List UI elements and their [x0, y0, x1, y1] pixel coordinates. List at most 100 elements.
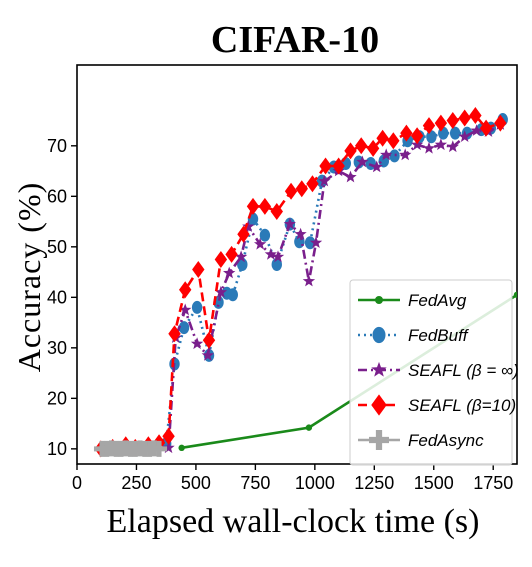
- y-axis-label: Accuracy (%): [11, 182, 47, 373]
- data-point: [469, 107, 482, 125]
- y-tick-label: 40: [47, 287, 67, 307]
- data-point: [190, 337, 204, 350]
- data-point: [162, 427, 175, 445]
- legend-label: SEAFL (β=10): [408, 396, 516, 415]
- data-point: [168, 325, 181, 343]
- data-point: [151, 440, 168, 457]
- data-point: [201, 348, 214, 361]
- data-point: [376, 129, 389, 147]
- data-point: [202, 331, 216, 349]
- data-point: [283, 217, 296, 230]
- legend-entry: FedAvg: [358, 291, 467, 310]
- legend-label: FedAsync: [408, 431, 484, 450]
- data-point: [258, 197, 272, 215]
- data-point: [214, 250, 228, 268]
- data-point: [179, 303, 192, 316]
- legend-label: FedBuff: [408, 326, 470, 345]
- legend-box: [349, 279, 513, 466]
- data-point: [237, 258, 248, 271]
- data-point: [306, 175, 319, 193]
- data-point: [284, 182, 298, 200]
- data-point: [344, 142, 357, 160]
- y-tick-label: 20: [47, 388, 67, 408]
- data-point: [449, 126, 461, 140]
- data-point: [309, 236, 323, 248]
- data-point: [237, 225, 250, 243]
- legend: FedAvg FedBuff SEAFL (β = ∞) SEAFL (β=10) Fe…: [349, 279, 519, 466]
- legend-marker: [375, 296, 383, 304]
- data-point: [178, 321, 190, 335]
- data-point: [410, 138, 424, 151]
- data-point: [332, 157, 345, 175]
- legend-marker: [372, 326, 386, 344]
- data-point: [242, 220, 255, 232]
- data-point: [246, 197, 260, 215]
- data-point: [494, 114, 507, 132]
- data-point: [305, 424, 313, 431]
- data-point: [399, 148, 412, 161]
- data-point: [344, 170, 357, 183]
- data-point: [400, 124, 413, 142]
- legend-marker: [371, 394, 387, 416]
- data-point: [355, 137, 368, 155]
- data-point: [446, 112, 459, 130]
- x-axis-label: Elapsed wall-clock time (s): [107, 503, 480, 540]
- series-seafl-10-: [94, 107, 507, 458]
- data-point: [223, 266, 236, 279]
- data-point: [458, 109, 471, 127]
- data-point: [254, 237, 267, 250]
- data-point: [264, 247, 277, 260]
- data-point: [470, 124, 483, 136]
- y-tick-label: 50: [47, 237, 67, 257]
- legend-entry: FedAsync: [358, 430, 484, 450]
- legend-entry: SEAFL (β=10): [358, 394, 516, 416]
- data-point: [387, 132, 400, 150]
- data-point: [271, 250, 285, 263]
- data-point: [192, 261, 205, 279]
- data-point: [294, 227, 307, 240]
- data-point: [259, 228, 271, 242]
- x-tick-label: 750: [240, 473, 270, 493]
- x-tick-label: 1000: [295, 473, 335, 493]
- x-tick-label: 1750: [473, 473, 513, 493]
- data-point: [179, 281, 192, 299]
- y-tick-label: 60: [47, 186, 67, 206]
- data-point: [162, 441, 175, 454]
- data-point: [302, 274, 316, 287]
- data-point: [191, 300, 203, 314]
- data-point: [270, 202, 283, 220]
- x-tick-label: 500: [181, 473, 211, 493]
- data-point: [446, 140, 459, 153]
- data-point: [434, 138, 448, 151]
- series-fedasync: [93, 440, 168, 457]
- data-point: [422, 117, 436, 135]
- data-point: [389, 149, 400, 163]
- x-tick-label: 0: [72, 473, 82, 493]
- x-tick-label: 250: [121, 473, 151, 493]
- x-tick-label: 1250: [354, 473, 394, 493]
- data-point: [434, 114, 448, 132]
- data-point: [227, 288, 238, 302]
- chart-title: CIFAR-10: [211, 19, 379, 61]
- data-point: [234, 250, 248, 263]
- legend-marker: [371, 361, 387, 377]
- data-point: [356, 155, 369, 168]
- data-point: [318, 174, 331, 187]
- y-tick-label: 10: [47, 439, 67, 459]
- data-point: [410, 127, 424, 145]
- data-point: [370, 160, 383, 173]
- y-tick-label: 30: [47, 338, 67, 358]
- data-point: [178, 444, 185, 452]
- data-point: [380, 148, 393, 161]
- data-point: [225, 245, 238, 263]
- data-point: [214, 285, 228, 298]
- data-point: [295, 180, 308, 198]
- data-point: [304, 236, 316, 250]
- data-point: [366, 139, 380, 157]
- x-tick-label: 1500: [414, 473, 454, 493]
- data-point: [319, 157, 332, 175]
- data-point: [422, 141, 436, 154]
- legend-entry: SEAFL (β = ∞): [358, 361, 519, 380]
- plot-frame: [76, 64, 518, 465]
